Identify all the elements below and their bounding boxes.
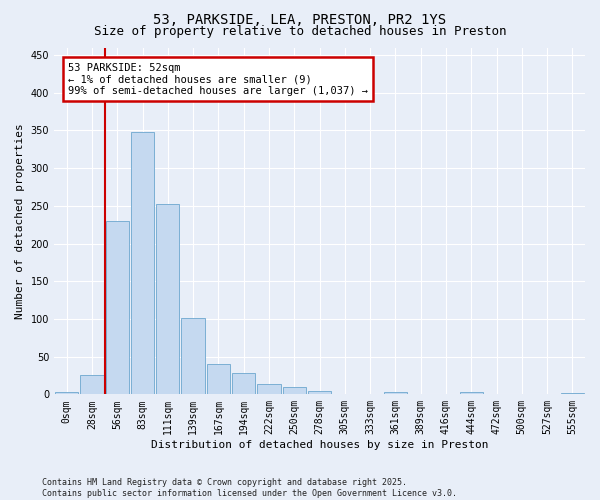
Bar — [80, 376, 104, 394]
Bar — [106, 221, 129, 394]
Bar — [131, 132, 154, 394]
Bar — [283, 387, 306, 394]
Bar — [257, 384, 281, 394]
Bar — [308, 392, 331, 394]
Bar — [460, 392, 483, 394]
Text: Size of property relative to detached houses in Preston: Size of property relative to detached ho… — [94, 25, 506, 38]
Bar — [384, 392, 407, 394]
Bar — [561, 393, 584, 394]
Text: Contains HM Land Registry data © Crown copyright and database right 2025.
Contai: Contains HM Land Registry data © Crown c… — [42, 478, 457, 498]
Bar — [55, 392, 79, 394]
Y-axis label: Number of detached properties: Number of detached properties — [15, 123, 25, 319]
Text: 53, PARKSIDE, LEA, PRESTON, PR2 1YS: 53, PARKSIDE, LEA, PRESTON, PR2 1YS — [154, 12, 446, 26]
Text: 53 PARKSIDE: 52sqm
← 1% of detached houses are smaller (9)
99% of semi-detached : 53 PARKSIDE: 52sqm ← 1% of detached hous… — [68, 62, 368, 96]
Bar — [207, 364, 230, 394]
Bar — [181, 318, 205, 394]
Bar — [232, 373, 256, 394]
X-axis label: Distribution of detached houses by size in Preston: Distribution of detached houses by size … — [151, 440, 488, 450]
Bar — [156, 204, 179, 394]
